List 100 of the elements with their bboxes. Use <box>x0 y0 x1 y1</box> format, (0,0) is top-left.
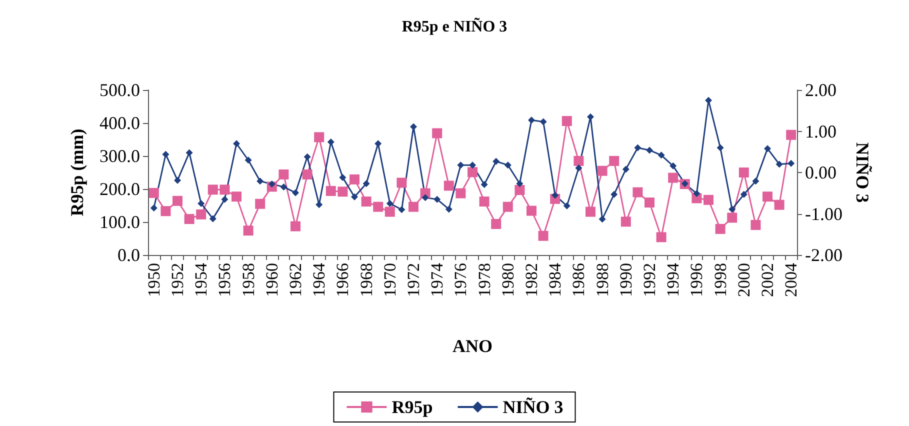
point <box>362 180 370 188</box>
x-tick-label: 1952 <box>168 263 187 297</box>
y2-tick-label: -2.00 <box>805 245 842 265</box>
point <box>516 180 524 188</box>
point <box>196 209 206 220</box>
y2-tick-label: -1.00 <box>805 204 842 224</box>
point <box>434 196 441 203</box>
point <box>646 146 653 154</box>
point <box>738 168 749 178</box>
point <box>574 156 584 166</box>
x-tick-label: 1992 <box>640 263 659 297</box>
y2-tick-label: 0.00 <box>805 162 836 182</box>
x-tick-label: 2002 <box>758 263 777 297</box>
point <box>598 216 606 223</box>
point <box>788 160 795 167</box>
x-tick-label: 1960 <box>262 263 282 297</box>
point <box>220 184 230 195</box>
point <box>160 206 171 216</box>
point <box>526 206 536 216</box>
point <box>658 152 665 159</box>
point <box>610 190 618 198</box>
point <box>622 166 630 173</box>
point <box>174 176 181 184</box>
point <box>221 196 228 203</box>
point <box>268 180 276 188</box>
point <box>634 144 642 152</box>
point <box>233 140 240 148</box>
point <box>373 202 384 212</box>
point <box>587 113 594 120</box>
point <box>292 189 299 196</box>
y-tick-label: 200.0 <box>100 179 140 199</box>
point <box>563 202 570 210</box>
point <box>764 145 771 152</box>
point <box>704 194 714 205</box>
point <box>456 188 466 198</box>
x-tick-label: 2000 <box>734 263 754 297</box>
x-tick-label: 1970 <box>380 263 400 297</box>
point <box>316 201 323 208</box>
point <box>255 198 266 209</box>
x-tick-label: 1986 <box>569 263 588 297</box>
point <box>728 206 736 213</box>
x-tick-label: 1966 <box>333 263 352 297</box>
y2-tick-label: 1.00 <box>805 121 836 142</box>
point <box>396 178 407 188</box>
point <box>504 162 512 169</box>
point <box>776 160 783 168</box>
point <box>172 196 182 206</box>
x-tick-label: 1958 <box>238 263 258 297</box>
point <box>374 140 382 148</box>
y-tick-label: 400.0 <box>100 113 140 133</box>
point <box>575 164 582 172</box>
x-axis-title: ANO <box>452 336 492 356</box>
point <box>302 169 312 180</box>
point <box>408 202 418 212</box>
point <box>540 118 547 126</box>
point <box>148 188 159 198</box>
point <box>244 156 252 164</box>
point <box>693 190 700 198</box>
x-tick-label: 1998 <box>710 263 730 297</box>
chart-title: R95p e NIÑO 3 <box>402 18 508 36</box>
point <box>740 190 748 198</box>
point <box>232 192 242 202</box>
point <box>609 156 620 166</box>
x-tick-label: 1982 <box>522 263 541 297</box>
x-tick-label: 1980 <box>498 263 518 297</box>
y-tick-label: 0.0 <box>118 245 140 265</box>
point <box>327 138 334 146</box>
point <box>386 200 394 207</box>
x-tick-label: 1964 <box>310 262 329 297</box>
point <box>492 158 500 165</box>
y-axis-title: R95p (mm) <box>67 128 87 216</box>
point <box>209 215 216 222</box>
point <box>597 166 608 176</box>
point <box>256 178 264 185</box>
point <box>705 96 712 104</box>
y2-axis-title: NIÑO 3 <box>852 142 872 203</box>
point <box>314 132 324 142</box>
x-tick-label: 1956 <box>215 263 234 297</box>
y2-tick-label: 2.00 <box>805 80 836 100</box>
point <box>562 116 572 126</box>
point <box>351 193 358 200</box>
point <box>278 169 289 180</box>
x-tick-label: 1984 <box>546 262 565 297</box>
point <box>339 174 346 181</box>
point <box>480 180 488 188</box>
point <box>774 200 784 210</box>
point <box>350 174 360 184</box>
point <box>410 123 417 130</box>
point <box>304 153 311 160</box>
x-tick-label: 1990 <box>616 263 636 297</box>
point <box>479 196 490 207</box>
point <box>514 184 525 195</box>
x-tick-label: 1950 <box>144 263 164 297</box>
point <box>715 224 726 234</box>
point <box>762 192 772 202</box>
point <box>162 150 170 158</box>
y-tick-label: 300.0 <box>100 146 140 166</box>
point <box>620 216 631 227</box>
x-tick-label: 1974 <box>428 262 447 297</box>
point <box>538 230 548 241</box>
